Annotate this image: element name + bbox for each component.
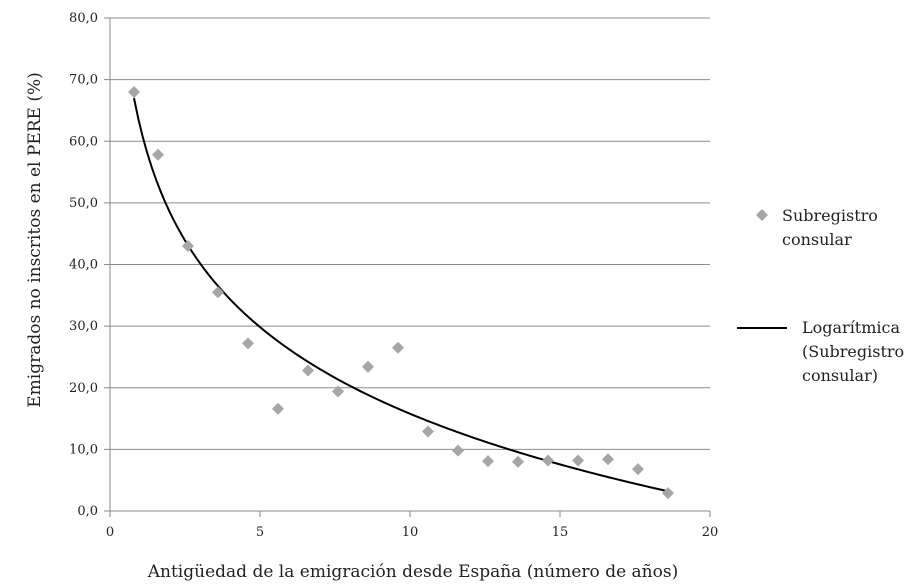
- y-tick-label: 0,0: [77, 504, 98, 519]
- scatter-point: [452, 444, 464, 457]
- scatter-point: [332, 385, 344, 398]
- y-tick-label: 30,0: [69, 319, 98, 334]
- scatter-point: [212, 286, 224, 299]
- x-axis-title: Antigüedad de la emigración desde España…: [147, 562, 678, 582]
- x-tick-label: 15: [552, 525, 569, 540]
- scatter-point: [602, 453, 614, 466]
- scatter-point: [242, 337, 254, 350]
- scatter-point: [632, 463, 644, 476]
- y-tick-label: 10,0: [69, 442, 98, 457]
- x-tick-label: 5: [256, 525, 264, 540]
- scatter-point: [422, 425, 434, 438]
- scatter-points: [128, 85, 674, 500]
- scatter-point: [512, 455, 524, 468]
- y-axis-title: Emigrados no inscritos en el PERE (%): [25, 72, 45, 408]
- x-tick-label: 10: [402, 525, 419, 540]
- scatter-point: [302, 364, 314, 377]
- legend-scatter-marker: [756, 209, 768, 221]
- legend: Subregistro consular Logarítmica (Subreg…: [737, 206, 904, 385]
- legend-line-label-line3: consular): [802, 366, 878, 385]
- legend-scatter-label-line2: consular: [782, 230, 852, 249]
- scatter-point: [362, 360, 374, 373]
- scatter-point: [128, 85, 140, 98]
- y-tick-label: 20,0: [69, 381, 98, 396]
- scatter-point: [152, 148, 164, 161]
- y-tick-label: 50,0: [69, 196, 98, 211]
- gridlines: [110, 17, 710, 450]
- x-tick-labels: 0 5 10 15 20: [106, 511, 718, 540]
- scatter-point: [272, 402, 284, 415]
- trend-line-logarithmic: [133, 97, 669, 493]
- scatter-point: [482, 455, 494, 468]
- scatter-point: [662, 487, 674, 500]
- y-tick-label: 60,0: [69, 134, 98, 149]
- scatter-point: [572, 454, 584, 467]
- legend-scatter-label-line1: Subregistro: [782, 206, 878, 225]
- scatter-point: [542, 454, 554, 467]
- legend-line-label-line1: Logarítmica: [802, 318, 900, 337]
- y-tick-label: 40,0: [69, 258, 98, 273]
- x-tick-label: 20: [702, 525, 719, 540]
- x-tick-label: 0: [106, 525, 114, 540]
- legend-line-label-line2: (Subregistro: [802, 342, 904, 361]
- y-tick-label: 70,0: [69, 73, 98, 88]
- y-tick-label: 80,0: [69, 11, 98, 26]
- scatter-point: [182, 240, 194, 253]
- y-tick-labels: 0,0 10,0 20,0 30,0 40,0 50,0 60,0 70,0 80,0: [69, 11, 110, 519]
- scatter-point: [392, 341, 404, 354]
